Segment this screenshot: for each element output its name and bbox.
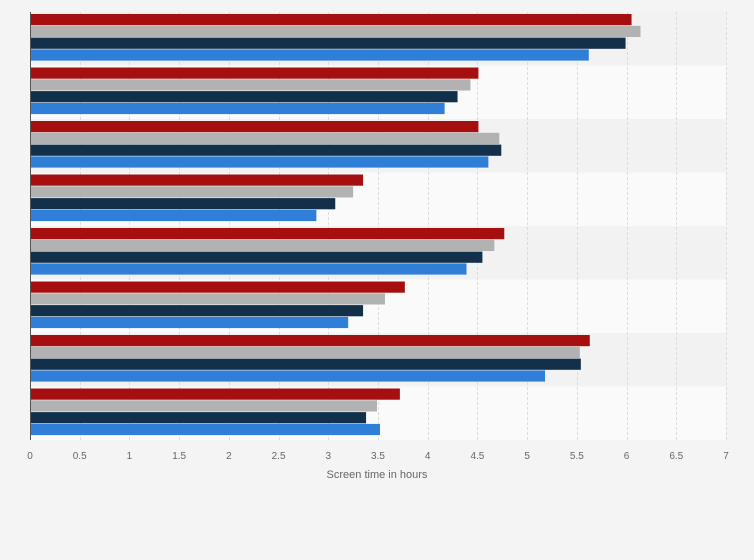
bar	[30, 79, 471, 91]
bar	[30, 335, 590, 347]
bar	[30, 239, 495, 251]
x-tick-label: 6.5	[669, 451, 683, 462]
x-tick-label: 0.5	[73, 451, 87, 462]
x-tick-label: 3	[326, 451, 332, 462]
x-tick-label: 3.5	[371, 451, 385, 462]
bar	[30, 370, 546, 382]
bar	[30, 358, 581, 370]
bar	[30, 305, 364, 317]
bar	[30, 198, 336, 210]
bar	[30, 228, 505, 240]
bar	[30, 91, 458, 103]
bar	[30, 346, 580, 358]
x-tick-label: 0	[27, 451, 33, 462]
x-axis-label: Screen time in hours	[327, 469, 428, 481]
bar	[30, 144, 502, 156]
bar	[30, 412, 367, 424]
x-tick-labels: 0 0.5 1 1.5 2 2.5 3 3.5 4 4.5 5 5.5 6 6.5 7	[27, 451, 729, 462]
bar	[30, 37, 626, 49]
bar	[30, 14, 632, 26]
bar	[30, 209, 317, 222]
x-tick-label: 5.5	[570, 451, 584, 462]
x-tick-label: 1.5	[172, 451, 186, 462]
bar	[30, 132, 500, 144]
x-tick-label: 2	[226, 451, 232, 462]
bar	[30, 25, 641, 37]
bar	[30, 293, 385, 305]
bar	[30, 388, 400, 400]
bar	[30, 423, 380, 436]
x-tick-label: 5	[524, 451, 530, 462]
bar	[30, 121, 479, 133]
bar	[30, 263, 467, 275]
bar	[30, 186, 354, 198]
x-tick-label: 6	[624, 451, 630, 462]
x-tick-label: 4.5	[470, 451, 484, 462]
bar	[30, 400, 378, 412]
bar	[30, 251, 483, 263]
bars	[30, 14, 641, 436]
bar	[30, 316, 349, 329]
bar	[30, 49, 589, 61]
bar	[30, 281, 405, 293]
bar	[30, 156, 489, 168]
x-tick-label: 4	[425, 451, 431, 462]
bar	[30, 102, 445, 115]
x-tick-label: 1	[127, 451, 133, 462]
bar	[30, 174, 364, 186]
x-tick-label: 7	[723, 451, 729, 462]
x-tick-label: 2.5	[272, 451, 286, 462]
bar	[30, 67, 479, 79]
